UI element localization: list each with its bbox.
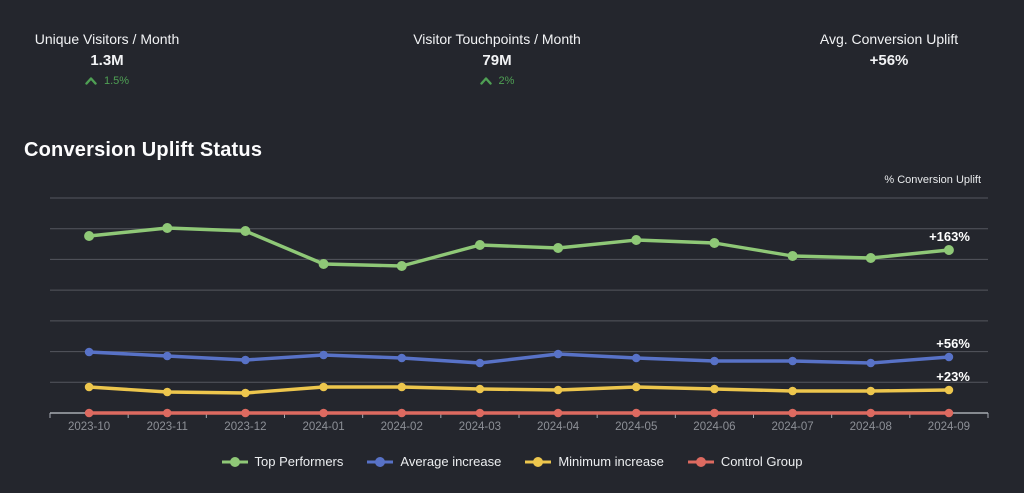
x-tick-label: 2024-05: [615, 421, 657, 433]
data-point-minimum-increase: [710, 384, 719, 394]
data-point-average-increase: [710, 356, 719, 366]
data-point-control-group: [319, 408, 328, 418]
x-tick-label: 2024-06: [693, 421, 735, 433]
data-point-control-group: [944, 408, 954, 418]
kpi-label: Unique Visitors / Month: [34, 31, 180, 47]
data-point-top-performers: [787, 251, 798, 261]
x-tick-label: 2024-04: [537, 421, 580, 433]
data-point-average-increase: [241, 355, 250, 365]
data-point-average-increase: [162, 351, 172, 361]
kpi-visitor-touchpoints: Visitor Touchpoints / Month 79M 2%: [397, 30, 597, 87]
kpi-unique-visitors: Unique Visitors / Month 1.3M 1.5%: [12, 30, 202, 87]
data-point-minimum-increase: [788, 386, 797, 396]
x-tick-label: 2024-01: [302, 421, 344, 433]
data-point-average-increase: [84, 347, 94, 357]
data-point-minimum-increase: [944, 385, 954, 395]
kpi-delta: 1.5%: [12, 75, 202, 87]
data-point-average-increase: [788, 356, 797, 366]
series-end-label-minimum-increase: +23%: [936, 369, 970, 384]
x-tick-label: 2024-07: [771, 421, 813, 433]
data-point-minimum-increase: [162, 387, 172, 397]
legend-label: Average increase: [400, 454, 502, 469]
data-point-minimum-increase: [475, 384, 485, 394]
legend-marker-icon: [367, 456, 394, 467]
data-point-top-performers: [553, 243, 564, 253]
data-point-top-performers: [943, 245, 954, 255]
data-point-top-performers: [318, 259, 329, 269]
data-point-top-performers: [474, 240, 485, 250]
legend-marker-icon: [687, 456, 714, 467]
data-point-minimum-increase: [84, 382, 94, 392]
data-point-top-performers: [396, 261, 407, 271]
data-point-average-increase: [319, 350, 328, 360]
data-point-minimum-increase: [319, 382, 328, 392]
kpi-value: 79M: [482, 52, 512, 69]
x-tick-label: 2024-08: [850, 421, 892, 433]
legend-item-top-performers[interactable]: Top Performers: [221, 454, 344, 469]
y-axis-unit-label: % Conversion Uplift: [884, 174, 981, 186]
data-point-minimum-increase: [631, 382, 641, 392]
data-point-control-group: [553, 408, 563, 418]
legend-marker-icon: [525, 456, 552, 467]
data-point-average-increase: [866, 358, 876, 368]
kpi-value: +56%: [869, 52, 909, 69]
data-point-top-performers: [84, 231, 95, 241]
kpi-label: Avg. Conversion Uplift: [819, 31, 959, 47]
data-point-average-increase: [397, 353, 407, 363]
data-point-top-performers: [709, 238, 720, 248]
series-line-average-increase: [87, 350, 951, 365]
x-tick-label: 2024-09: [928, 421, 970, 433]
chart-legend: Top Performers Average increase Minimum in…: [0, 454, 1024, 469]
x-tick-label: 2023-12: [224, 421, 266, 433]
chevron-up-icon: [85, 77, 97, 85]
data-point-average-increase: [553, 349, 563, 359]
data-point-control-group: [788, 408, 797, 418]
legend-label: Control Group: [720, 454, 803, 469]
data-point-minimum-increase: [866, 386, 876, 396]
series-end-label-average-increase: +56%: [936, 336, 970, 351]
x-tick-label: 2023-11: [147, 421, 188, 433]
kpi-delta: 2%: [397, 75, 597, 87]
x-tick-label: 2024-03: [459, 421, 501, 433]
legend-label: Minimum increase: [558, 454, 664, 469]
data-point-minimum-increase: [397, 382, 407, 392]
data-point-control-group: [475, 408, 485, 418]
data-point-control-group: [866, 408, 876, 418]
series-line-minimum-increase: [87, 385, 951, 395]
legend-item-minimum-increase[interactable]: Minimum increase: [525, 454, 664, 469]
x-tick-label: 2024-02: [381, 421, 423, 433]
data-point-control-group: [397, 408, 407, 418]
data-point-top-performers: [631, 235, 642, 245]
series-end-label-top-performers: +163%: [929, 229, 970, 244]
data-point-top-performers: [865, 253, 876, 263]
kpi-delta-value: 1.5%: [103, 75, 130, 87]
chevron-up-icon: [479, 77, 492, 85]
kpi-value: 1.3M: [90, 52, 124, 69]
data-point-control-group: [241, 408, 250, 418]
kpi-delta-value: 2%: [498, 75, 515, 87]
kpi-label: Visitor Touchpoints / Month: [413, 31, 581, 47]
legend-label: Top Performers: [254, 454, 344, 469]
page-title: Conversion Uplift Status: [24, 139, 263, 161]
data-point-minimum-increase: [241, 388, 250, 398]
x-tick-label: 2023-10: [68, 421, 110, 433]
data-point-average-increase: [944, 352, 954, 362]
data-point-control-group: [631, 408, 641, 418]
data-point-average-increase: [631, 353, 641, 363]
series-line-top-performers: [87, 226, 951, 268]
data-point-top-performers: [240, 226, 251, 236]
data-point-control-group: [162, 408, 172, 418]
kpi-avg-conversion-uplift: Avg. Conversion Uplift +56%: [789, 30, 989, 70]
data-point-control-group: [84, 408, 94, 418]
legend-marker-icon: [221, 456, 248, 467]
data-point-minimum-increase: [553, 385, 563, 395]
data-point-control-group: [710, 408, 719, 418]
data-point-average-increase: [475, 358, 485, 368]
legend-item-control-group[interactable]: Control Group: [687, 454, 803, 469]
data-point-top-performers: [162, 223, 173, 233]
legend-item-average-increase[interactable]: Average increase: [367, 454, 501, 469]
